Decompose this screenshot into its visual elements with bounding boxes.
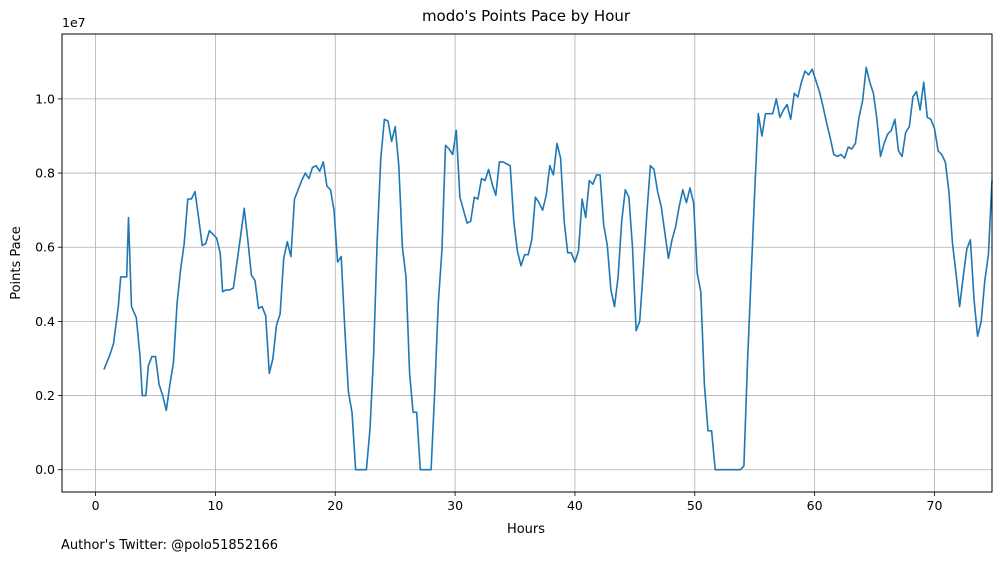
y-tick-label: 0.2	[35, 388, 55, 403]
y-tick-label: 0.6	[35, 240, 55, 255]
x-tick-label: 70	[927, 498, 943, 513]
y-tick-label: 0.0	[35, 462, 55, 477]
y-axis: 0.0 0.2 0.4 0.6 0.8 1.0	[35, 91, 62, 477]
x-axis: 0 10 20 30 40 50 60 70	[92, 492, 943, 513]
grid	[62, 34, 992, 492]
chart-title: modo's Points Pace by Hour	[422, 7, 631, 25]
x-tick-label: 20	[327, 498, 343, 513]
author-footer: Author's Twitter: @polo51852166	[61, 538, 279, 553]
x-axis-label: Hours	[507, 522, 545, 537]
plot-frame	[61, 33, 993, 493]
series-layer	[103, 66, 993, 471]
x-tick-label: 30	[447, 498, 463, 513]
x-tick-label: 10	[207, 498, 223, 513]
x-tick-label: 0	[92, 498, 100, 513]
series-line	[103, 66, 993, 471]
y-axis-label: Points Pace	[9, 226, 24, 300]
y-tick-label: 0.8	[35, 166, 55, 181]
y-tick-label: 0.4	[35, 314, 55, 329]
y-axis-multiplier: 1e7	[62, 15, 86, 30]
x-tick-label: 50	[687, 498, 703, 513]
x-tick-label: 40	[567, 498, 583, 513]
x-tick-label: 60	[807, 498, 823, 513]
y-tick-label: 1.0	[35, 91, 55, 106]
